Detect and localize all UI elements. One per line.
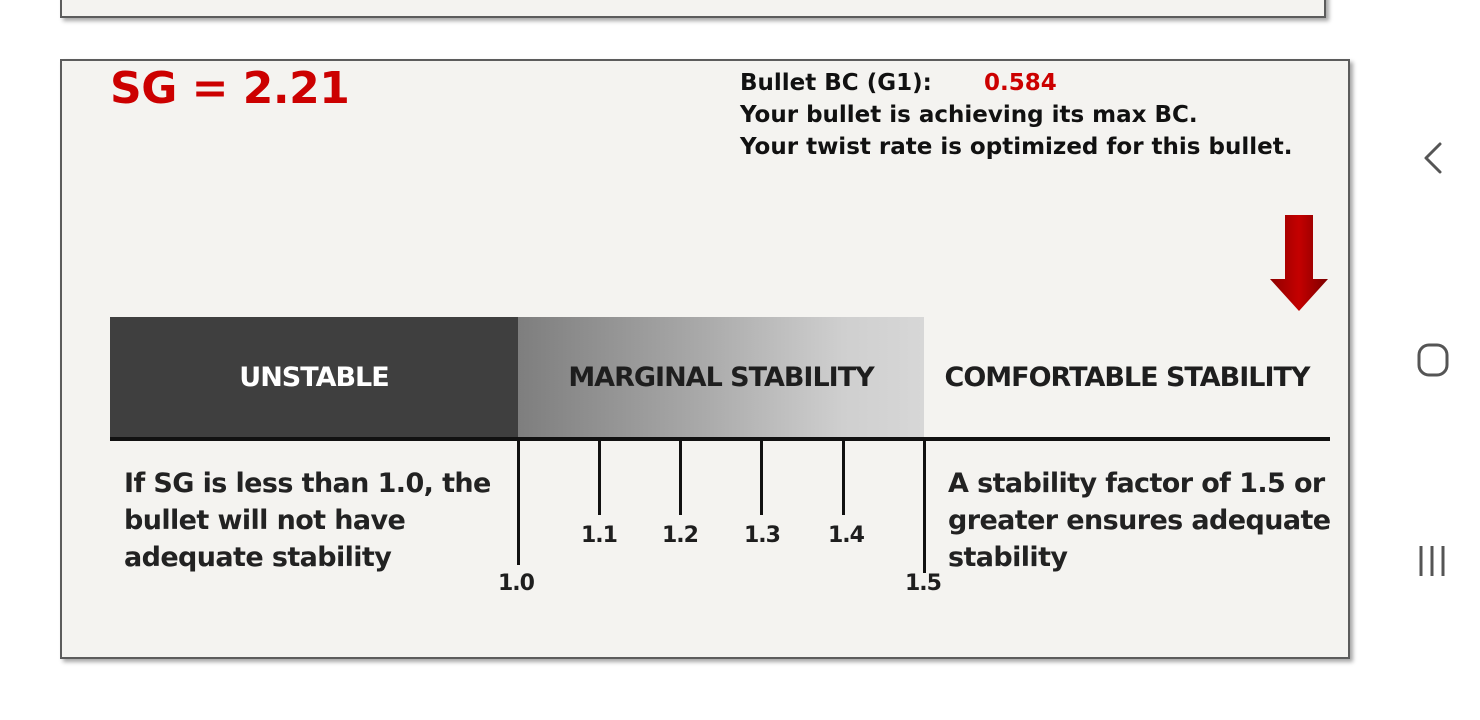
- bc-row: Bullet BC (G1): 0.584: [740, 67, 1292, 99]
- twist-message: Your twist rate is optimized for this bu…: [740, 134, 1293, 160]
- tick-label-1-0: 1.0: [498, 571, 535, 596]
- tick-1-3: [760, 439, 763, 515]
- stability-scale: UNSTABLE MARGINAL STABILITY COMFORTABLE …: [110, 317, 1330, 437]
- previous-result-card: [60, 0, 1326, 18]
- scale-baseline: [110, 437, 1330, 441]
- recents-icon[interactable]: [1416, 540, 1450, 580]
- tick-label-1-3: 1.3: [744, 523, 781, 548]
- tick-label-1-4: 1.4: [828, 523, 865, 548]
- unstable-description: If SG is less than 1.0, the bullet will …: [124, 468, 491, 573]
- sg-value: SG = 2.21: [110, 63, 350, 114]
- tick-label-1-5: 1.5: [905, 571, 942, 596]
- sg-pointer-arrow-icon: [1270, 215, 1328, 311]
- bc-label: Bullet BC (G1):: [740, 70, 932, 96]
- tick-1-4: [842, 439, 845, 515]
- home-icon[interactable]: [1416, 340, 1450, 380]
- zone-comfortable: COMFORTABLE STABILITY: [944, 361, 1311, 393]
- bc-info: Bullet BC (G1): 0.584 Your bullet is achi…: [740, 67, 1292, 163]
- tick-1-0: [517, 439, 520, 565]
- stability-result-card: SG = 2.21 Bullet BC (G1): 0.584 Your bull…: [60, 59, 1350, 659]
- tick-1-5: [923, 439, 926, 573]
- zone-marginal: MARGINAL STABILITY: [518, 317, 924, 437]
- tick-1-1: [598, 439, 601, 515]
- tick-label-1-2: 1.2: [662, 523, 699, 548]
- system-navigation-bar: [1396, 0, 1480, 720]
- comfortable-description: A stability factor of 1.5 or greater ens…: [948, 468, 1331, 573]
- bc-message: Your bullet is achieving its max BC.: [740, 102, 1198, 128]
- tick-1-2: [679, 439, 682, 515]
- bc-value: 0.584: [984, 70, 1057, 96]
- tick-label-1-1: 1.1: [581, 523, 618, 548]
- back-icon[interactable]: [1416, 138, 1450, 178]
- zone-unstable: UNSTABLE: [110, 317, 518, 437]
